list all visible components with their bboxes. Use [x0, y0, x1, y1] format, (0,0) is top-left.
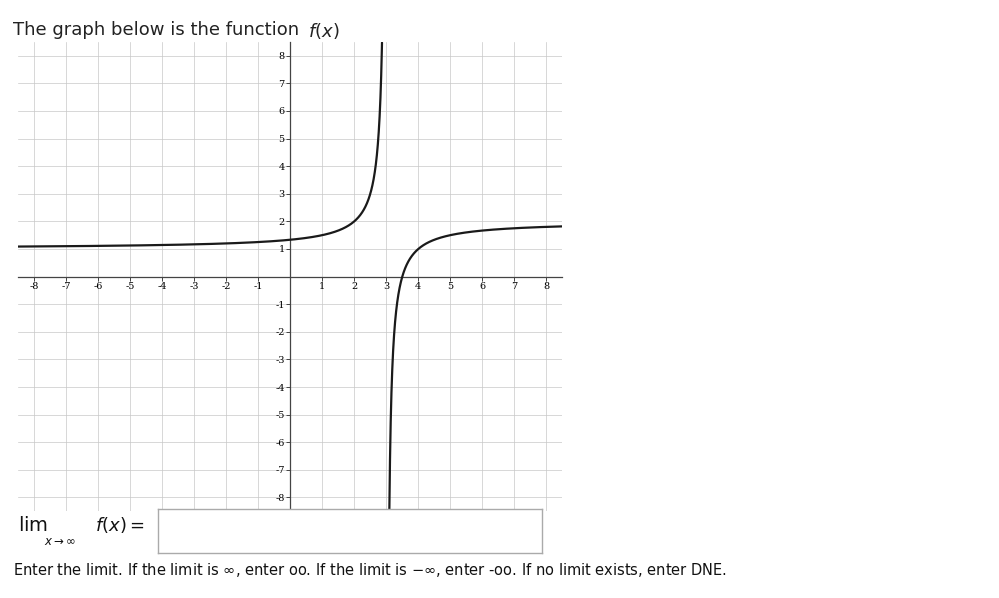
Text: $\lim$: $\lim$	[18, 516, 48, 535]
Text: $x{\rightarrow}\infty$: $x{\rightarrow}\infty$	[44, 535, 76, 548]
Text: Enter the limit. If the limit is $\infty$, enter oo. If the limit is $-\infty$, : Enter the limit. If the limit is $\infty…	[13, 562, 727, 579]
Text: The graph below is the function: The graph below is the function	[13, 21, 305, 39]
Text: $f(x) =$: $f(x) =$	[95, 515, 145, 535]
Text: $f(x)$: $f(x)$	[308, 21, 339, 41]
